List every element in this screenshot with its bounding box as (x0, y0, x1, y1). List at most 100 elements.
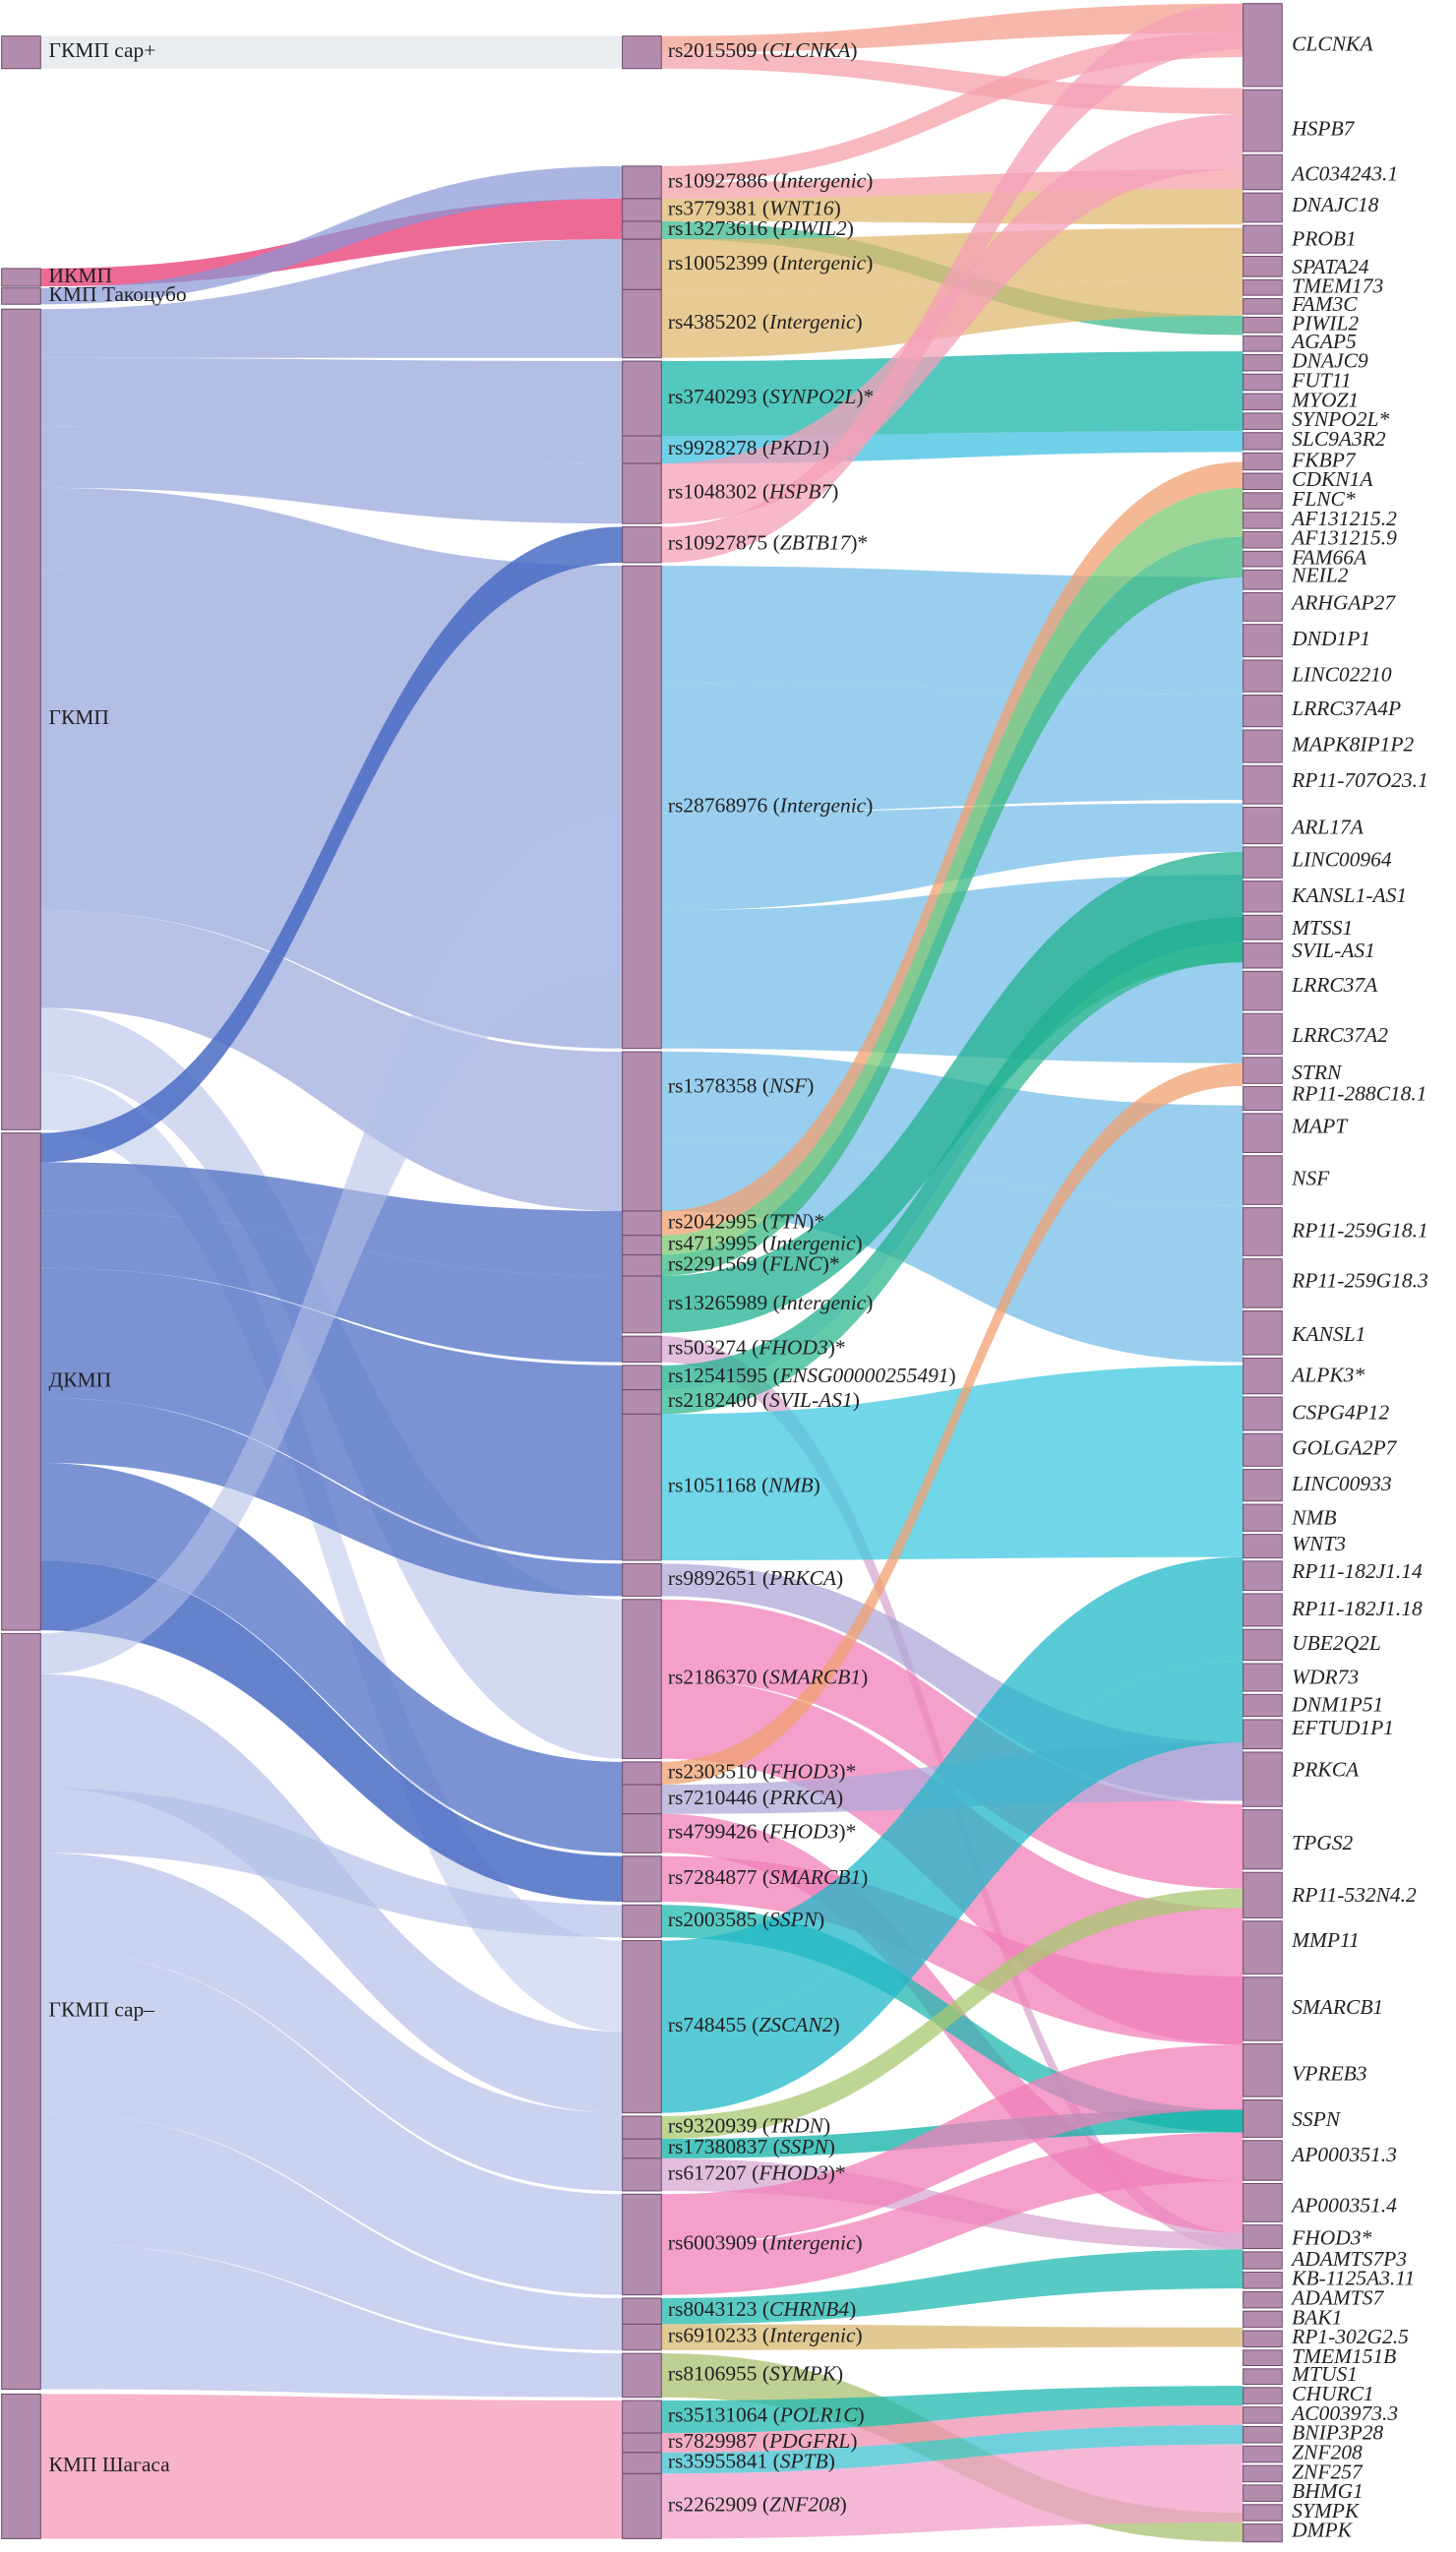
flow (661, 1599, 1244, 1889)
node-label: RP11-259G18.1 (1291, 1218, 1428, 1242)
node (1243, 970, 1283, 1011)
node-label: PIWIL2 (1291, 312, 1359, 335)
node (1243, 512, 1283, 529)
node-label: RP11-532N4.2 (1291, 1883, 1417, 1907)
flow (661, 2249, 1244, 2325)
node (1243, 942, 1283, 969)
flow (661, 227, 1244, 290)
node-label: rs2291569 (FLNC)* (668, 1251, 840, 1275)
node (622, 288, 662, 359)
node-label: SMARCB1 (1292, 1995, 1383, 2019)
node (1243, 492, 1283, 510)
node-label: ZNF208 (1292, 2440, 1363, 2463)
node (1243, 2140, 1283, 2181)
flow (661, 113, 1244, 524)
node (1243, 334, 1283, 352)
node-label: MTUS1 (1291, 2362, 1358, 2386)
node-label: DNAJC9 (1291, 349, 1368, 373)
node-label: rs2015509 (CLCNKA) (668, 38, 858, 62)
node (1243, 1396, 1283, 1431)
node-label: LINC00933 (1291, 1472, 1391, 1495)
node (622, 198, 662, 222)
node-label: ADAMTS7 (1290, 2286, 1384, 2310)
flow (661, 1556, 1244, 2029)
node (1243, 729, 1283, 763)
node (1243, 1357, 1283, 1395)
node (1243, 1751, 1283, 1807)
node-label: rs12541595 (ENSG00000255491) (668, 1364, 956, 1387)
node-label: rs2042995 (TTN)* (668, 1209, 824, 1233)
flow (661, 487, 1244, 1255)
node-label: SPATA24 (1292, 255, 1369, 278)
node (622, 238, 662, 290)
node (1243, 591, 1283, 622)
node-label: MAPT (1291, 1115, 1349, 1138)
node-label: LRRC37A (1291, 973, 1378, 997)
node (622, 462, 662, 524)
node-label: LINC02210 (1291, 662, 1392, 686)
flow (661, 2444, 1244, 2539)
node (622, 435, 662, 464)
node (1243, 1976, 1283, 2041)
node-label: KB-1125A3.11 (1291, 2267, 1415, 2290)
node-label: rs4799426 (FHOD3)* (668, 1819, 856, 1843)
node-label: ГКМП сар– (49, 1997, 155, 2021)
node (622, 1855, 662, 1903)
node (1243, 1663, 1283, 1692)
flow (40, 487, 623, 684)
node-label: UBE2Q2L (1292, 1631, 1381, 1655)
node-label: MYOZ1 (1291, 388, 1359, 411)
node (1243, 1871, 1283, 1918)
node-label: DMPK (1291, 2519, 1354, 2542)
node-label: MAPK8IP1P2 (1291, 732, 1414, 756)
node-label: rs35131064 (POLR1C) (668, 2402, 865, 2426)
node-label: CDKN1A (1292, 467, 1373, 491)
node (1243, 1432, 1283, 1467)
node (1243, 452, 1283, 471)
node (1243, 2406, 1283, 2424)
flow (661, 351, 1244, 437)
node-label: NSF (1291, 1166, 1330, 1189)
node-label: rs28768976 (Intergenic) (668, 793, 874, 817)
flow (661, 3, 1244, 563)
node-label: FLNC* (1291, 487, 1356, 511)
node-label: rs9892651 (PRKCA) (668, 1566, 843, 1590)
node-label: NMB (1291, 1506, 1336, 1530)
node-label: SYNPO2L* (1292, 407, 1389, 431)
flow (40, 1560, 623, 1902)
node-label: TMEM173 (1292, 274, 1383, 298)
node (622, 1335, 662, 1364)
node (1, 1632, 41, 2390)
node-label: rs2182400 (SVIL-AS1) (668, 1388, 860, 1412)
node (1243, 472, 1283, 491)
node-label: rs3779381 (WNT16) (668, 196, 841, 219)
node (1243, 1560, 1283, 1592)
node (1243, 393, 1283, 411)
node (1243, 412, 1283, 430)
node (1243, 1207, 1283, 1256)
flow (661, 1888, 1244, 2140)
flow (661, 2386, 1244, 2434)
flow (661, 2044, 1244, 2245)
node (1243, 256, 1283, 277)
flow (40, 426, 623, 524)
node-label: STRN (1292, 1061, 1343, 1084)
node-label: VPREB3 (1292, 2062, 1366, 2086)
node (622, 1784, 662, 1815)
node (1243, 192, 1283, 223)
node-label: DNAJC18 (1291, 193, 1379, 216)
node-label: SVIL-AS1 (1292, 939, 1375, 962)
node (1243, 316, 1283, 334)
node (1243, 2504, 1283, 2522)
node-label: SLC9A3R2 (1292, 427, 1386, 451)
node (1243, 353, 1283, 372)
flow (40, 2394, 623, 2539)
flow (40, 1397, 623, 1597)
node (622, 2297, 662, 2325)
flow (40, 1950, 623, 2295)
node-label: КМП Шагаса (49, 2453, 171, 2476)
node-label: rs7829987 (PDGFRL) (668, 2429, 858, 2453)
node-label: TPGS2 (1292, 1831, 1353, 1854)
node-label: DND1P1 (1291, 627, 1370, 650)
node-label: RP11-707O23.1 (1291, 768, 1428, 792)
